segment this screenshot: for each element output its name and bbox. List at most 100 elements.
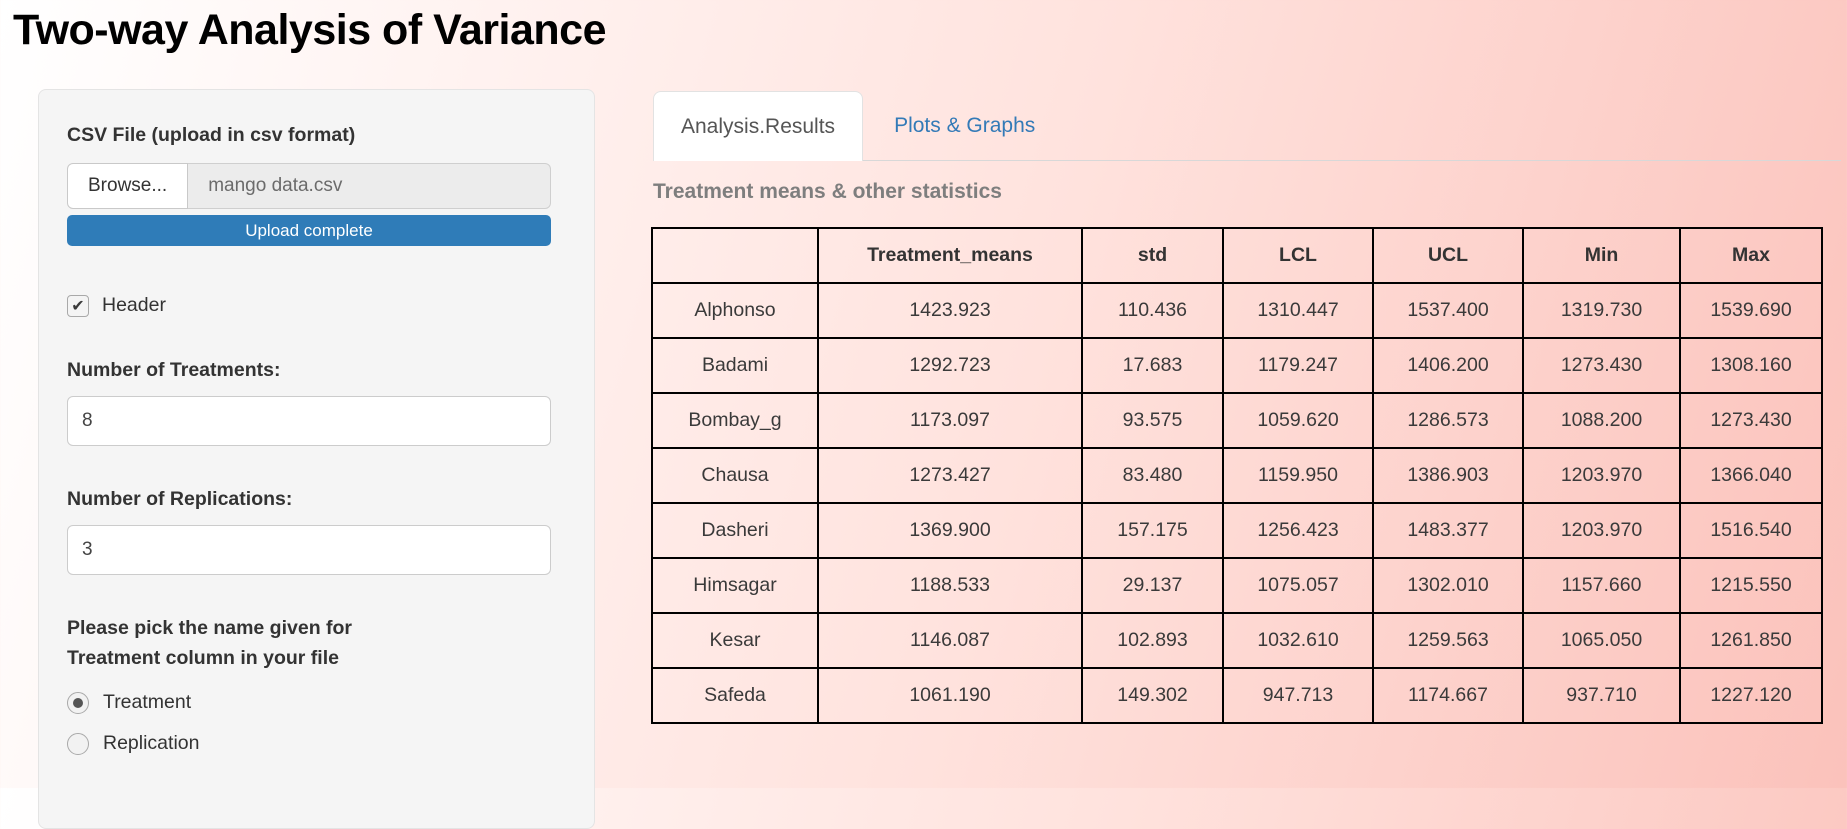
browse-button[interactable]: Browse... bbox=[67, 163, 189, 209]
table-cell: 1065.050 bbox=[1522, 612, 1681, 669]
table-cell: 1483.377 bbox=[1372, 502, 1524, 559]
tab-analysis-results[interactable]: Analysis.Results bbox=[653, 91, 864, 161]
table-cell: 1386.903 bbox=[1372, 447, 1524, 504]
table-cell: 1146.087 bbox=[817, 612, 1083, 669]
table-cell: 1215.550 bbox=[1679, 557, 1823, 614]
tab-bar: Analysis.Results Plots & Graphs bbox=[653, 91, 1841, 161]
row-name-cell: Badami bbox=[651, 337, 819, 394]
csv-file-label: CSV File (upload in csv format) bbox=[67, 124, 356, 146]
row-name-cell: Bombay_g bbox=[651, 392, 819, 449]
table-cell: 1259.563 bbox=[1372, 612, 1524, 669]
row-name-cell: Chausa bbox=[651, 447, 819, 504]
table-row: Safeda 1061.190 149.302 947.713 1174.667 937.… bbox=[651, 667, 1823, 724]
table-cell: 1227.120 bbox=[1679, 667, 1823, 724]
col-header: Max bbox=[1679, 227, 1823, 284]
table-cell: 1308.160 bbox=[1679, 337, 1823, 394]
table-row: Badami 1292.723 17.683 1179.247 1406.200 1273… bbox=[651, 337, 1823, 394]
table-row: Alphonso 1423.923 110.436 1310.447 1537.400 1… bbox=[651, 282, 1823, 339]
upload-progress-bar: Upload complete bbox=[67, 215, 551, 246]
table-cell: 1261.850 bbox=[1679, 612, 1823, 669]
table-cell: 93.575 bbox=[1081, 392, 1224, 449]
table-cell: 149.302 bbox=[1081, 667, 1224, 724]
table-body: Alphonso 1423.923 110.436 1310.447 1537.400 1… bbox=[651, 282, 1823, 724]
table-cell: 937.710 bbox=[1522, 667, 1681, 724]
replications-input[interactable] bbox=[67, 525, 551, 575]
table-row: Himsagar 1188.533 29.137 1075.057 1302.010 11… bbox=[651, 557, 1823, 614]
col-header bbox=[651, 227, 819, 284]
table-cell: 1292.723 bbox=[817, 337, 1083, 394]
radio-option-replication[interactable]: Replication bbox=[67, 732, 566, 755]
row-name-cell: Alphonso bbox=[651, 282, 819, 339]
table-row: Chausa 1273.427 83.480 1159.950 1386.903 1203… bbox=[651, 447, 1823, 504]
table-cell: 1088.200 bbox=[1522, 392, 1681, 449]
treatments-input[interactable] bbox=[67, 396, 551, 446]
table-cell: 1032.610 bbox=[1222, 612, 1374, 669]
table-cell: 157.175 bbox=[1081, 502, 1224, 559]
file-input-group: Browse... mango data.csv bbox=[67, 163, 551, 209]
treatment-column-picker-label: Please pick the name given for Treatment… bbox=[67, 617, 353, 670]
table-cell: 1273.427 bbox=[817, 447, 1083, 504]
table-cell: 1366.040 bbox=[1679, 447, 1823, 504]
row-name-cell: Dasheri bbox=[651, 502, 819, 559]
tab-plots-graphs[interactable]: Plots & Graphs bbox=[894, 113, 1036, 137]
table-cell: 102.893 bbox=[1081, 612, 1224, 669]
table-cell: 1157.660 bbox=[1522, 557, 1681, 614]
header-checkbox[interactable]: ✔ bbox=[67, 294, 89, 317]
replications-label: Number of Replications: bbox=[67, 488, 293, 510]
table-cell: 1319.730 bbox=[1522, 282, 1681, 339]
page-title: Two-way Analysis of Variance bbox=[13, 6, 607, 54]
col-header: std bbox=[1081, 227, 1224, 284]
table-cell: 1159.950 bbox=[1222, 447, 1374, 504]
radio-icon[interactable] bbox=[67, 691, 89, 714]
table-cell: 947.713 bbox=[1222, 667, 1374, 724]
row-name-cell: Safeda bbox=[651, 667, 819, 724]
table-cell: 1406.200 bbox=[1372, 337, 1524, 394]
table-cell: 1286.573 bbox=[1372, 392, 1524, 449]
row-name-cell: Himsagar bbox=[651, 557, 819, 614]
table-cell: 1369.900 bbox=[817, 502, 1083, 559]
treatment-stats-table: Treatment_means std LCL UCL Min Max Alphonso 1… bbox=[651, 227, 1823, 724]
col-header: Min bbox=[1522, 227, 1681, 284]
table-header-row: Treatment_means std LCL UCL Min Max bbox=[651, 227, 1823, 284]
table-cell: 1174.667 bbox=[1372, 667, 1524, 724]
table-cell: 1256.423 bbox=[1222, 502, 1374, 559]
table-row: Kesar 1146.087 102.893 1032.610 1259.563 1065… bbox=[651, 612, 1823, 669]
radio-option-treatment[interactable]: Treatment bbox=[67, 691, 566, 714]
treatments-label: Number of Treatments: bbox=[67, 359, 281, 381]
table-cell: 17.683 bbox=[1081, 337, 1224, 394]
table-cell: 1310.447 bbox=[1222, 282, 1374, 339]
table-cell: 110.436 bbox=[1081, 282, 1224, 339]
file-name-display: mango data.csv bbox=[188, 163, 551, 209]
col-header: LCL bbox=[1222, 227, 1374, 284]
radio-icon[interactable] bbox=[67, 732, 89, 755]
table-cell: 1539.690 bbox=[1679, 282, 1823, 339]
table-cell: 1537.400 bbox=[1372, 282, 1524, 339]
table-cell: 29.137 bbox=[1081, 557, 1224, 614]
treatment-column-radio-group: Treatment Replication bbox=[67, 691, 566, 755]
radio-option-label: Treatment bbox=[103, 691, 192, 714]
table-cell: 1173.097 bbox=[817, 392, 1083, 449]
table-cell: 1203.970 bbox=[1522, 502, 1681, 559]
table-cell: 1203.970 bbox=[1522, 447, 1681, 504]
table-cell: 1075.057 bbox=[1222, 557, 1374, 614]
table-head: Treatment_means std LCL UCL Min Max bbox=[651, 227, 1823, 284]
table-row: Bombay_g 1173.097 93.575 1059.620 1286.573 10… bbox=[651, 392, 1823, 449]
header-checkbox-row[interactable]: ✔ Header bbox=[67, 294, 566, 317]
section-title: Treatment means & other statistics bbox=[653, 180, 1002, 203]
table-cell: 1273.430 bbox=[1522, 337, 1681, 394]
table-cell: 1302.010 bbox=[1372, 557, 1524, 614]
col-header: UCL bbox=[1372, 227, 1524, 284]
row-name-cell: Kesar bbox=[651, 612, 819, 669]
table-row: Dasheri 1369.900 157.175 1256.423 1483.377 12… bbox=[651, 502, 1823, 559]
table-cell: 1516.540 bbox=[1679, 502, 1823, 559]
header-checkbox-label: Header bbox=[102, 294, 166, 316]
sidebar-panel: CSV File (upload in csv format) Browse..… bbox=[38, 89, 595, 829]
table-cell: 1188.533 bbox=[817, 557, 1083, 614]
table-cell: 83.480 bbox=[1081, 447, 1224, 504]
table-cell: 1273.430 bbox=[1679, 392, 1823, 449]
col-header: Treatment_means bbox=[817, 227, 1083, 284]
table-cell: 1423.923 bbox=[817, 282, 1083, 339]
table-cell: 1179.247 bbox=[1222, 337, 1374, 394]
checkmark-icon: ✔ bbox=[71, 297, 85, 315]
radio-option-label: Replication bbox=[103, 732, 200, 755]
